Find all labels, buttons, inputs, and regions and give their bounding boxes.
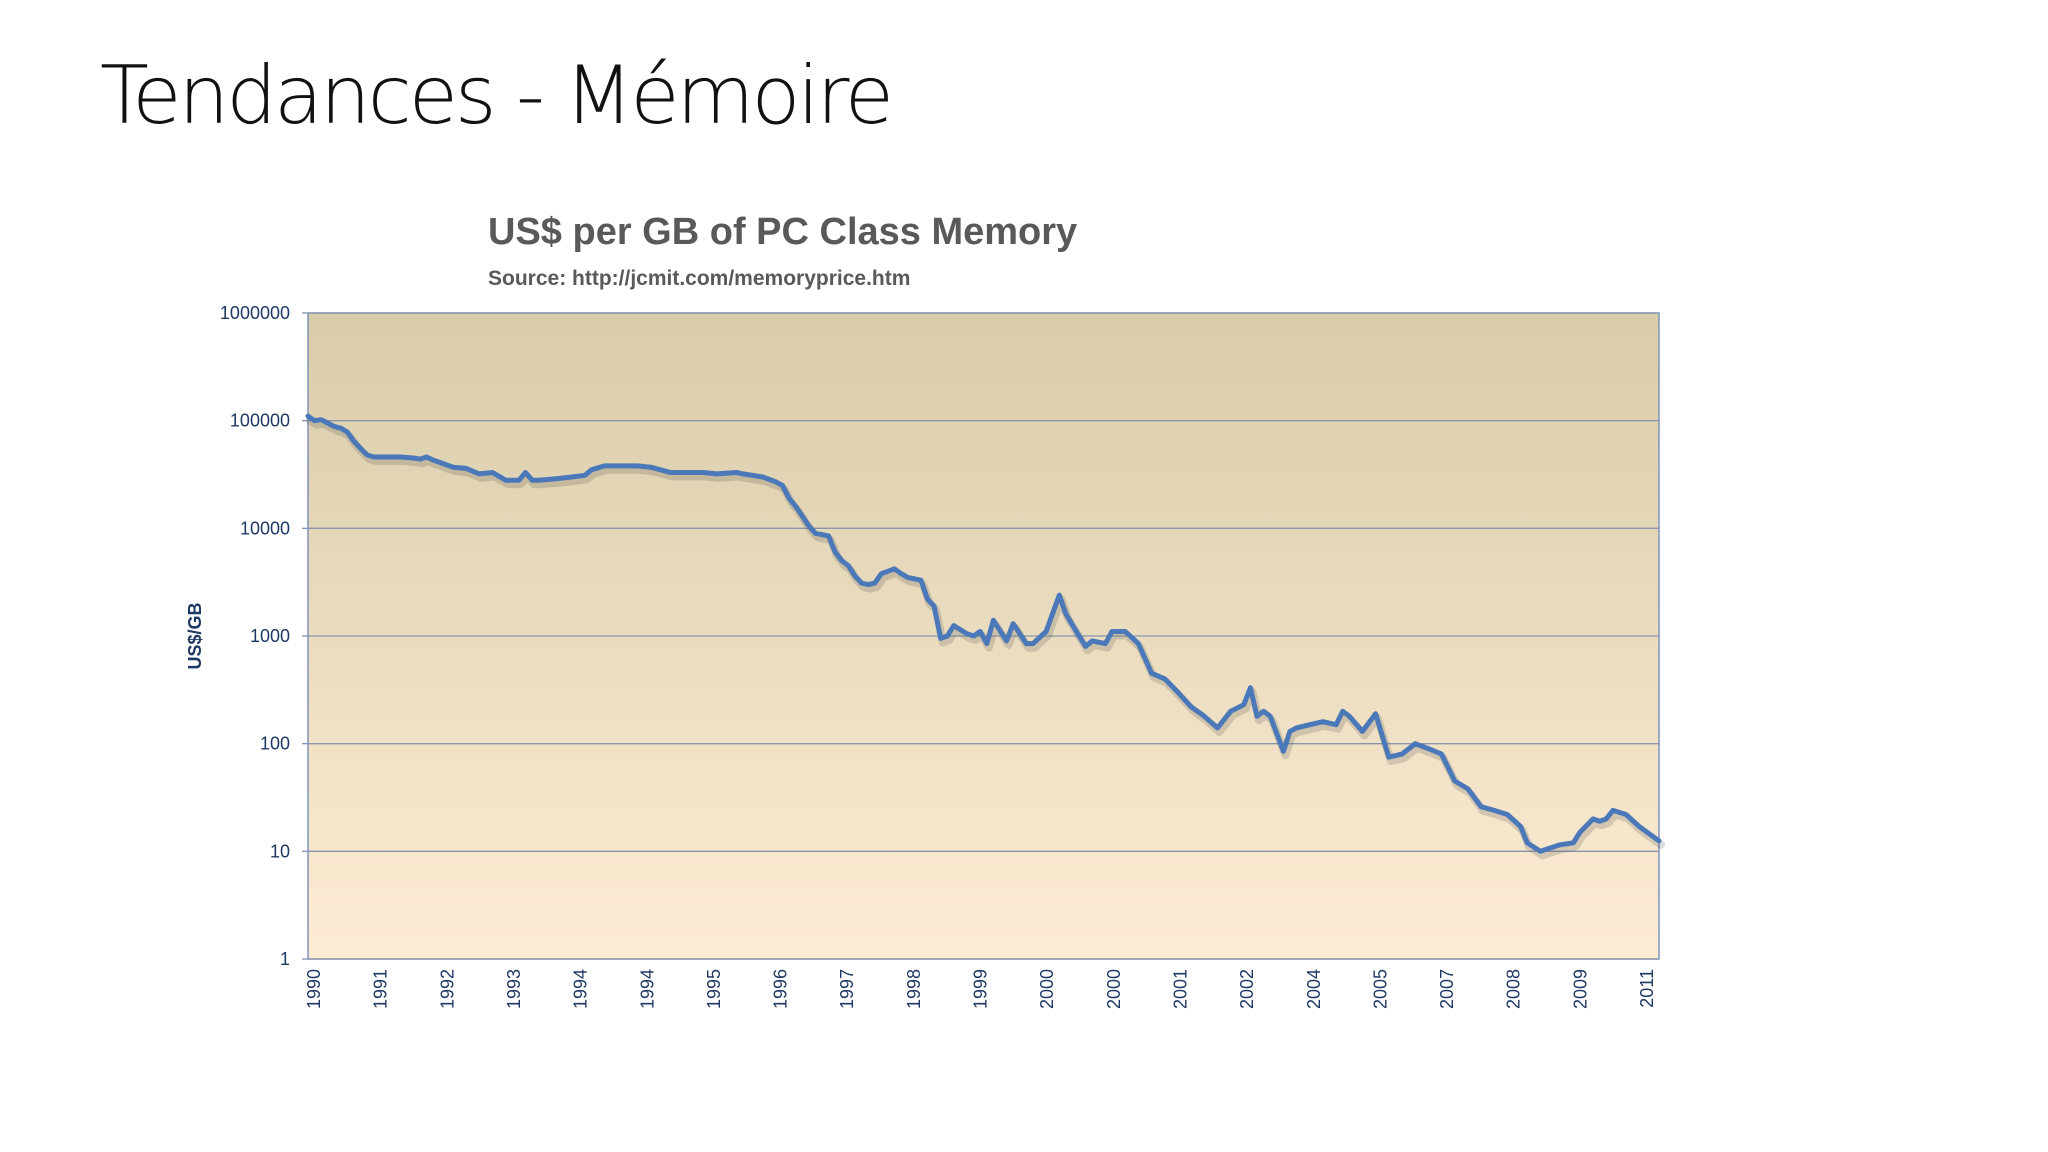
x-tick-label: 2000 xyxy=(1104,969,1124,1009)
x-tick-label: 1992 xyxy=(437,969,457,1009)
x-tick-label: 1999 xyxy=(971,969,991,1009)
x-tick-label: 1993 xyxy=(504,969,524,1009)
x-tick-label: 2000 xyxy=(1037,969,1057,1009)
x-tick-label: 1996 xyxy=(771,969,791,1009)
y-tick-label: 100 xyxy=(260,734,290,754)
x-tick-label: 1994 xyxy=(571,969,591,1009)
gridlines xyxy=(308,312,1659,960)
y-axis-ticks: 1000000 100000 10000 1000 100 10 1 xyxy=(220,303,308,969)
x-tick-label: 2005 xyxy=(1370,969,1390,1009)
x-tick-label: 1995 xyxy=(704,969,724,1009)
y-tick-label: 1000000 xyxy=(220,303,290,323)
series-line-0 xyxy=(305,413,1662,854)
y-tick-label: 10 xyxy=(270,841,290,861)
chart-subtitle: Source: http://jcmit.com/memoryprice.htm xyxy=(488,267,910,290)
x-tick-label: 1998 xyxy=(904,969,924,1009)
x-tick-label: 2004 xyxy=(1304,969,1324,1009)
y-tick-label: 100000 xyxy=(230,411,290,431)
x-tick-label: 1990 xyxy=(304,969,324,1009)
series-shadow xyxy=(306,416,1665,860)
x-tick-label: 2007 xyxy=(1437,969,1457,1009)
x-tick-label: 2011 xyxy=(1637,969,1657,1008)
x-tick-label: 1994 xyxy=(637,969,657,1009)
x-tick-label: 1997 xyxy=(837,969,857,1009)
y-tick-label: 1000 xyxy=(250,626,290,646)
y-axis-title: US$/GB xyxy=(185,602,205,669)
slide-title: Tendances - Mémoire xyxy=(100,49,894,142)
y-tick-label: 10000 xyxy=(240,518,290,538)
y-tick-label: 1 xyxy=(280,949,290,969)
x-tick-label: 2001 xyxy=(1170,969,1190,1009)
x-tick-label: 1991 xyxy=(371,969,391,1009)
x-tick-label: 2009 xyxy=(1570,969,1590,1009)
series-layer xyxy=(305,413,1665,860)
chart-title: US$ per GB of PC Class Memory xyxy=(488,211,1077,253)
x-axis-ticks: 1990 1991 1992 1993 1994 1994 1995 1996 1997 1998… xyxy=(304,969,1657,1009)
x-tick-label: 2008 xyxy=(1504,969,1524,1009)
x-tick-label: 2002 xyxy=(1237,969,1257,1009)
